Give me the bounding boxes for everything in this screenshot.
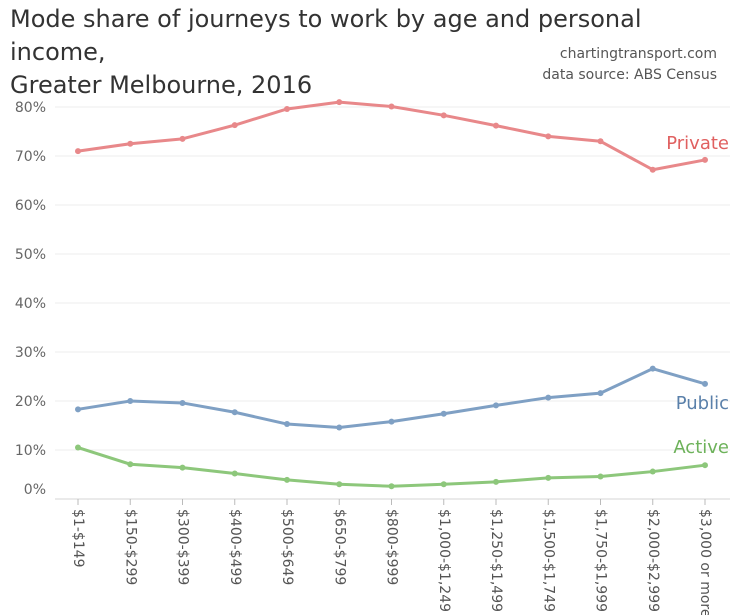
data-point-active — [702, 462, 708, 469]
data-point-private — [440, 112, 447, 119]
data-point-private — [702, 156, 708, 163]
data-point-active — [493, 478, 499, 485]
data-point-public — [179, 399, 186, 406]
data-point-private — [388, 103, 395, 110]
x-tick-label: $1-$149 — [70, 509, 86, 568]
data-point-private — [127, 140, 134, 147]
data-point-active — [597, 473, 604, 480]
y-tick-label: 0% — [24, 482, 46, 498]
x-tick-label: $500-$649 — [279, 509, 295, 585]
series-label-public: Public — [676, 393, 729, 414]
x-tick-label: $3,000 or more — [697, 509, 713, 615]
data-point-private — [231, 122, 238, 129]
data-point-private — [545, 133, 552, 140]
data-point-private — [649, 166, 656, 173]
x-tick-label: $400-$499 — [227, 509, 243, 585]
data-point-public — [231, 409, 238, 416]
y-tick-label: 50% — [15, 247, 46, 263]
data-point-private — [179, 135, 186, 142]
x-tick-label: $800-$999 — [384, 509, 400, 585]
y-tick-label: 60% — [15, 198, 46, 214]
data-point-active — [179, 464, 186, 471]
data-point-public — [649, 365, 656, 372]
y-tick-label: 40% — [15, 296, 46, 312]
series-label-private: Private — [666, 133, 729, 154]
data-point-private — [336, 99, 343, 106]
data-point-active — [440, 481, 447, 488]
x-tick-label: $300-$399 — [175, 509, 191, 585]
data-point-public — [284, 421, 290, 428]
credit-website: chartingtransport.com — [559, 46, 717, 62]
x-tick-label: $1,750-$1,999 — [593, 509, 609, 612]
chart-title-line-1: Mode share of journeys to work by age an… — [10, 5, 642, 66]
data-point-active — [336, 481, 343, 488]
data-point-private — [75, 148, 81, 155]
data-point-public — [388, 418, 395, 425]
data-point-active — [388, 483, 395, 490]
data-point-public — [75, 406, 81, 413]
data-point-active — [75, 444, 81, 451]
x-tick-label: $1,250-$1,499 — [488, 509, 504, 612]
series-line-active — [76, 446, 707, 488]
y-tick-label: 70% — [15, 149, 46, 165]
data-point-active — [284, 476, 290, 483]
x-tick-label: $650-$799 — [331, 509, 347, 585]
x-tick-label: $1,000-$1,249 — [436, 509, 452, 612]
data-point-private — [493, 122, 499, 129]
data-point-public — [127, 398, 134, 404]
data-point-public — [493, 402, 499, 409]
data-point-private — [597, 138, 604, 145]
data-point-private — [284, 105, 290, 112]
y-tick-label: 10% — [15, 443, 46, 459]
data-point-public — [336, 424, 343, 431]
data-point-public — [597, 390, 604, 397]
data-point-public — [702, 380, 708, 387]
series-line-private — [76, 100, 707, 172]
data-point-public — [440, 410, 447, 417]
x-tick-label: $2,000-$2,999 — [645, 509, 661, 612]
data-point-active — [127, 461, 134, 468]
data-point-active — [649, 468, 656, 475]
chart-title-line-2: Greater Melbourne, 2016 — [10, 71, 313, 99]
x-tick-label: $1,500-$1,749 — [540, 509, 556, 612]
y-tick-label: 20% — [15, 394, 46, 410]
data-point-public — [545, 394, 552, 401]
y-tick-label: 30% — [15, 345, 46, 361]
chart-title: Mode share of journeys to work by age an… — [10, 3, 730, 102]
y-tick-label: 80% — [15, 100, 46, 116]
x-tick-label: $150-$299 — [122, 509, 138, 585]
data-point-active — [231, 470, 238, 477]
credit-data-source: data source: ABS Census — [542, 67, 717, 83]
series-label-active: Active — [673, 437, 729, 458]
data-point-active — [545, 474, 552, 481]
